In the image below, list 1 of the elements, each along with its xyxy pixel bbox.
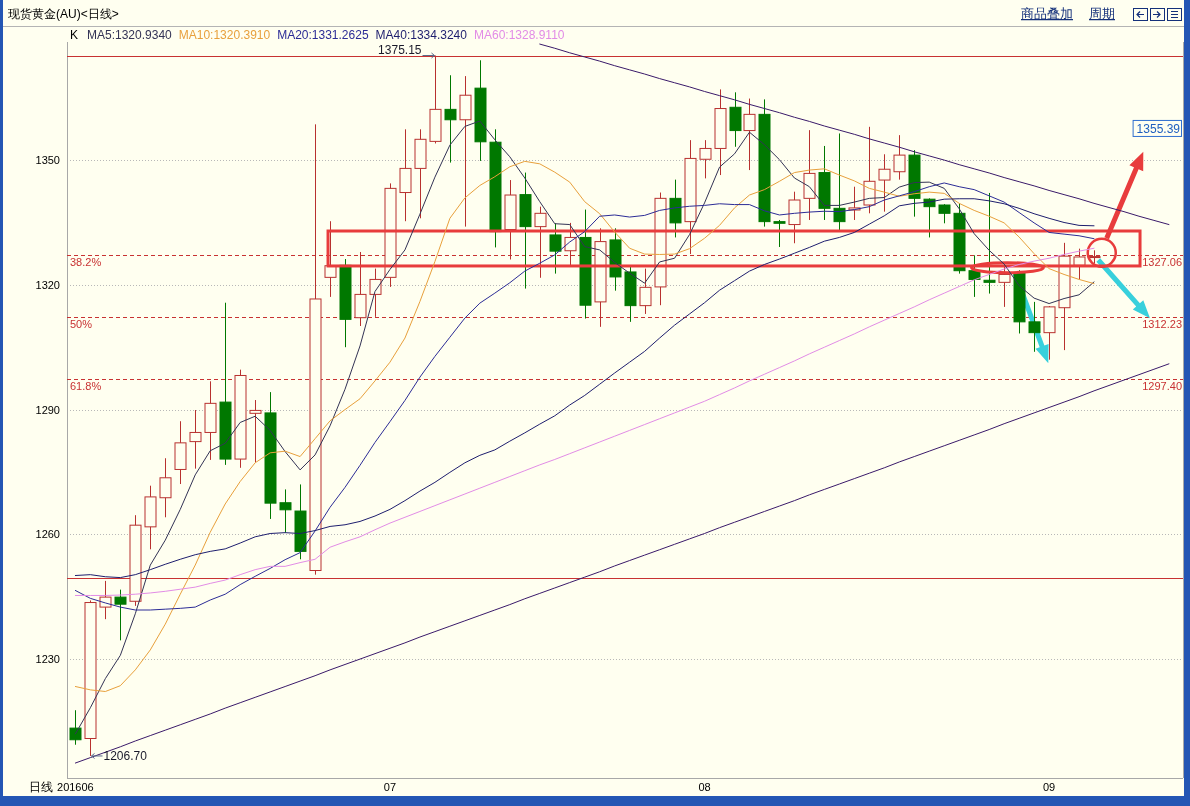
- title: 现货黄金(AU)<日线>: [8, 7, 119, 21]
